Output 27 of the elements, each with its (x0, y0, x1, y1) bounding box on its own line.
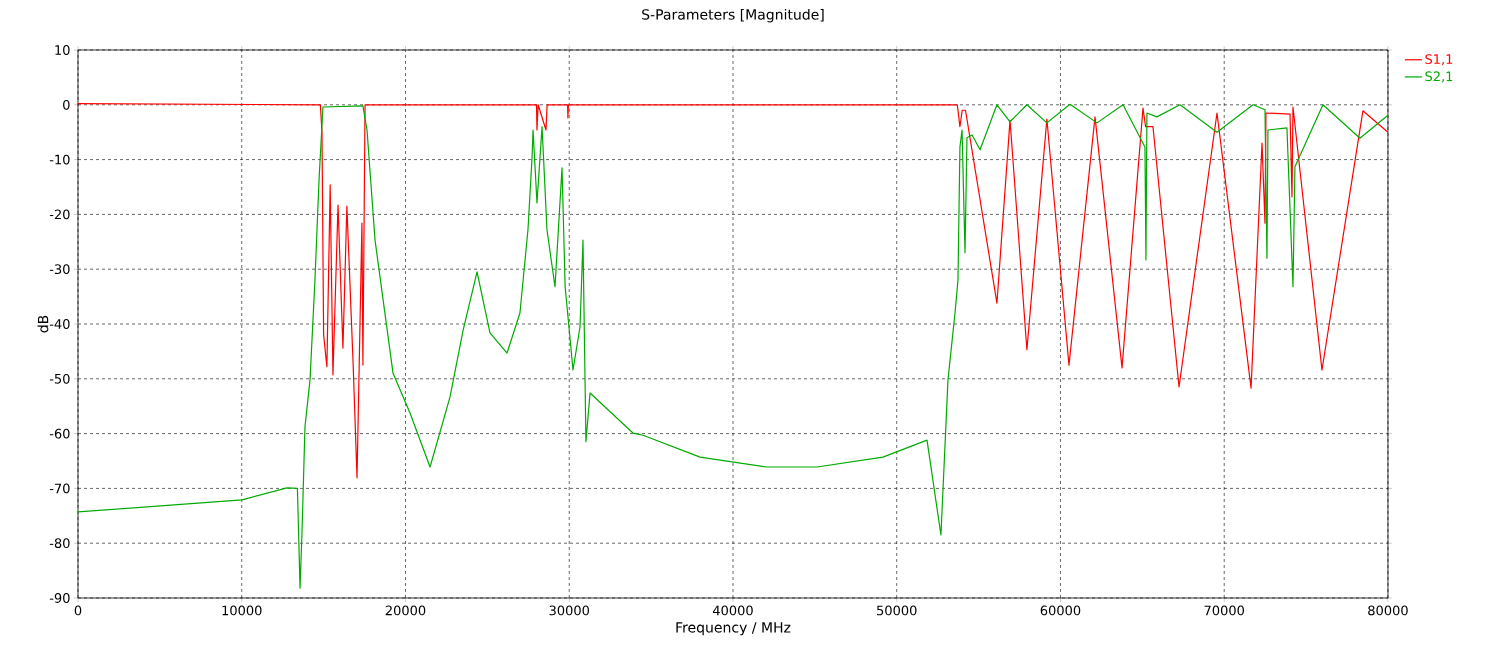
y-tick-label: -10 (49, 154, 70, 165)
x-tick-label: 30000 (549, 605, 590, 616)
y-tick-label: -50 (49, 373, 70, 384)
x-tick-label: 10000 (222, 605, 262, 616)
y-axis-title: dB (37, 315, 49, 333)
y-tick-label: -90 (49, 593, 70, 603)
y-tick-label: -60 (49, 428, 70, 439)
x-axis-title: Frequency / MHz (676, 622, 791, 636)
legend-label: S1,1 (1425, 54, 1453, 66)
x-tick-label: 60000 (1040, 605, 1081, 616)
line-series (78, 103, 1388, 479)
y-tick-label: 10 (55, 45, 70, 55)
x-tick-label: 40000 (712, 605, 753, 616)
x-tick-label: 50000 (877, 605, 917, 616)
line-series (78, 103, 1388, 589)
y-tick-label: -20 (49, 209, 70, 220)
x-tick-label: 20000 (385, 605, 426, 616)
x-tick-label: 0 (74, 605, 82, 616)
chart-title: S-Parameters [Magnitude] (642, 8, 824, 23)
y-tick-label: -30 (49, 264, 70, 275)
y-tick-label: -80 (49, 538, 70, 549)
x-tick-label: 70000 (1204, 605, 1245, 616)
y-tick-label: -40 (49, 319, 70, 329)
y-tick-label: -70 (49, 483, 70, 494)
x-tick-label: 80000 (1368, 605, 1408, 616)
y-tick-label: 0 (63, 99, 70, 110)
legend-label: S2,1 (1425, 71, 1453, 83)
